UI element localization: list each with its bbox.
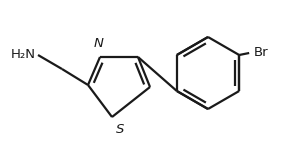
Text: N: N [94, 37, 104, 50]
Text: S: S [116, 123, 124, 136]
Text: H₂N: H₂N [11, 48, 36, 61]
Text: Br: Br [254, 47, 269, 59]
